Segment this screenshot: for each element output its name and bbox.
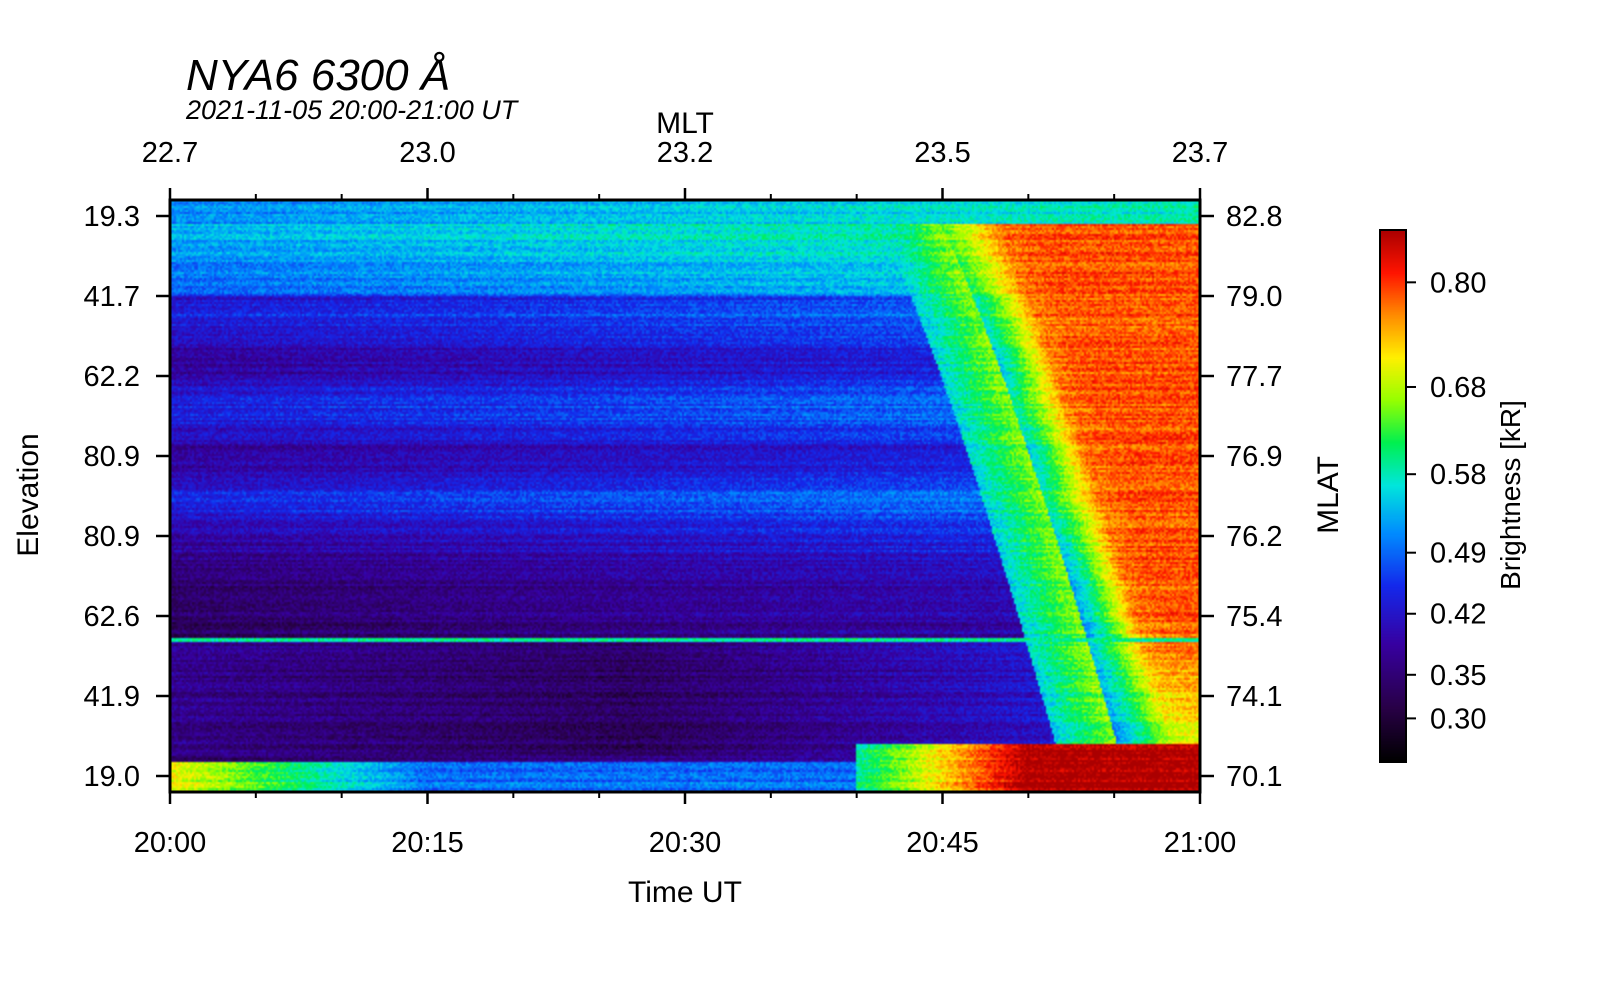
mlat-tick-label: 74.1 (1226, 681, 1282, 713)
mlt-axis-label: MLT (656, 107, 714, 140)
mlat-tick-label: 82.8 (1226, 201, 1282, 233)
elevation-tick-label: 41.7 (84, 281, 140, 313)
x-tick-label: 20:45 (906, 827, 979, 859)
x-axis-label: Time UT (628, 876, 742, 909)
x-tick-label: 20:30 (649, 827, 722, 859)
colorbar-tick-label: 0.42 (1430, 599, 1486, 631)
mlt-tick-label: 23.5 (914, 137, 970, 169)
mlat-tick-label: 77.7 (1226, 361, 1282, 393)
plot-frame (168, 198, 1202, 794)
x-tick-label: 20:15 (391, 827, 464, 859)
axis-ticks: 20:00 22.7 20:15 23.0 20:30 23.2 20:45 23.5 21:0… (84, 137, 1487, 859)
colorbar-frame (1379, 229, 1407, 763)
mlt-tick-label: 23.7 (1172, 137, 1228, 169)
mlt-tick-label: 23.0 (399, 137, 455, 169)
elevation-axis-label: Elevation (12, 433, 45, 556)
chart-title: NYA6 6300 Å (186, 51, 450, 100)
elevation-tick-label: 80.9 (84, 521, 140, 553)
elevation-tick-label: 41.9 (84, 681, 140, 713)
mlt-tick-label: 23.2 (657, 137, 713, 169)
elevation-tick-label: 80.9 (84, 441, 140, 473)
x-tick-label: 20:00 (134, 827, 207, 859)
mlat-tick-label: 75.4 (1226, 601, 1282, 633)
mlat-axis-label: MLAT (1312, 456, 1345, 534)
colorbar-tick-label: 0.58 (1430, 459, 1486, 491)
keogram-heatmap (170, 200, 1200, 792)
chart-subtitle: 2021-11-05 20:00-21:00 UT (185, 95, 520, 125)
colorbar-tick-label: 0.68 (1430, 372, 1486, 404)
colorbar-gradient (1380, 230, 1406, 762)
colorbar-tick-label: 0.35 (1430, 660, 1486, 692)
colorbar-label: Brightness [kR] (1495, 400, 1526, 590)
colorbar-tick-label: 0.30 (1430, 703, 1486, 735)
colorbar-tick-label: 0.49 (1430, 538, 1486, 570)
elevation-tick-label: 19.3 (84, 201, 140, 233)
colorbar-tick-label: 0.80 (1430, 267, 1486, 299)
mlt-tick-label: 22.7 (142, 137, 198, 169)
mlat-tick-label: 79.0 (1226, 281, 1282, 313)
elevation-tick-label: 62.2 (84, 361, 140, 393)
mlat-tick-label: 76.2 (1226, 521, 1282, 553)
mlat-tick-label: 70.1 (1226, 761, 1282, 793)
mlat-tick-label: 76.9 (1226, 441, 1282, 473)
x-tick-label: 21:00 (1164, 827, 1237, 859)
elevation-tick-label: 19.0 (84, 761, 140, 793)
elevation-tick-label: 62.6 (84, 601, 140, 633)
